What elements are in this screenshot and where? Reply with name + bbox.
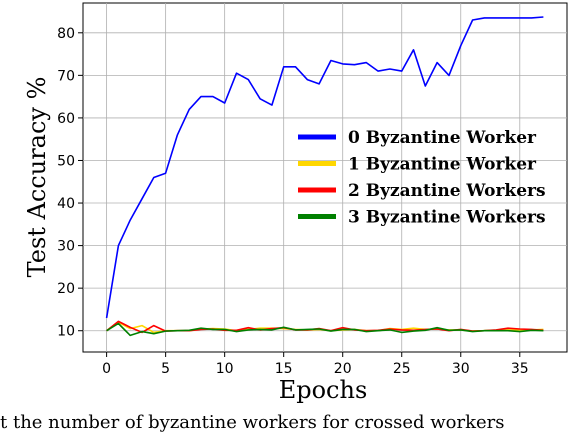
figure-caption: t the number of byzantine workers for cr…	[0, 412, 505, 433]
legend: 0 Byzantine Worker 1 Byzantine Worker 2 By…	[298, 128, 546, 228]
x-tick-label: 0	[102, 361, 111, 377]
y-tick-label: 40	[57, 196, 75, 212]
series-line-3	[106, 322, 544, 337]
y-tick-label: 10	[57, 324, 75, 340]
legend-label-3: 3 Byzantine Workers	[348, 208, 546, 228]
ticks	[78, 32, 521, 357]
y-axis-label: Test Accuracy %	[23, 77, 51, 278]
x-axis-label: Epochs	[279, 376, 368, 404]
series-lines	[105, 16, 544, 337]
x-tick-label: 35	[511, 361, 529, 377]
x-tick-label: 30	[452, 361, 470, 377]
x-tick-label: 5	[161, 361, 170, 377]
y-tick-labels: 10 20 30 40 50 60 70 80	[57, 26, 75, 340]
y-tick-label: 50	[57, 153, 75, 169]
y-tick-label: 80	[57, 26, 75, 42]
y-tick-label: 30	[57, 239, 75, 255]
y-tick-label: 70	[57, 68, 75, 84]
x-tick-label: 10	[216, 361, 234, 377]
x-tick-labels: 0 5 10 15 20 25 30 35	[102, 361, 529, 377]
series-line-0	[105, 16, 544, 319]
legend-label-0: 0 Byzantine Worker	[348, 128, 537, 148]
y-tick-label: 60	[57, 111, 75, 127]
x-tick-label: 20	[334, 361, 352, 377]
x-tick-label: 25	[393, 361, 411, 377]
legend-label-2: 2 Byzantine Workers	[348, 181, 546, 201]
legend-label-1: 1 Byzantine Worker	[348, 155, 537, 175]
line-chart: 0 5 10 15 20 25 30 35 10 20 30 40 50 60 70 80 Epochs T…	[23, 2, 568, 404]
y-tick-label: 20	[57, 281, 75, 297]
x-tick-label: 15	[275, 361, 293, 377]
plot-area	[82, 2, 568, 353]
